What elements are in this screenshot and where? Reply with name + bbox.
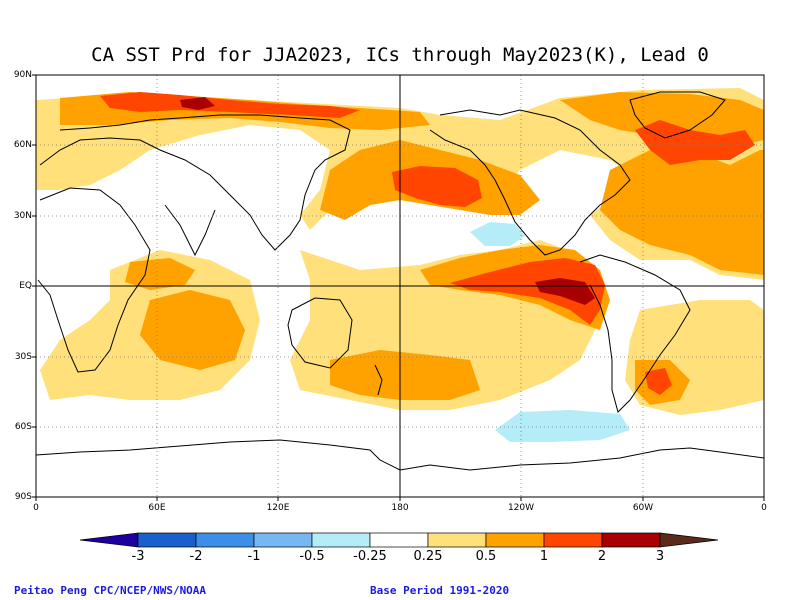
x-tick-label: 0 bbox=[33, 503, 39, 513]
colorbar-label: -0.25 bbox=[353, 549, 387, 564]
x-tick-label: 60W bbox=[632, 503, 654, 513]
credit-text: Peitao Peng CPC/NCEP/NWS/NOAA bbox=[14, 584, 207, 597]
colorbar-swatch bbox=[427, 532, 487, 548]
x-tick-label: 0 bbox=[761, 503, 767, 513]
colorbar-swatch bbox=[311, 532, 371, 548]
colorbar-label: -1 bbox=[247, 549, 261, 564]
map-title: CA SST Prd for JJA2023, ICs through May2… bbox=[91, 44, 709, 66]
colorbar-label: -3 bbox=[131, 549, 145, 564]
anomaly-red-arctic bbox=[100, 92, 360, 118]
coastline-australia bbox=[287, 297, 353, 369]
anomaly-yellow-north-atlantic-arctic bbox=[36, 88, 764, 280]
colorbar bbox=[79, 532, 719, 548]
anomaly-orange-south-pacific bbox=[330, 350, 480, 400]
colorbar-label: 3 bbox=[655, 549, 665, 564]
x-tick-label: 60E bbox=[148, 503, 166, 513]
anomaly-orange-indian-ocean bbox=[140, 290, 245, 370]
coastline-africa bbox=[37, 187, 151, 373]
anomaly-darkred-enso bbox=[535, 278, 595, 305]
anomaly-red-north-atlantic bbox=[635, 120, 755, 165]
colorbar-label: 0.5 bbox=[475, 549, 497, 564]
y-tick-label: 60N bbox=[13, 140, 32, 150]
anomaly-red-north-pacific bbox=[392, 166, 482, 207]
colorbar-swatch bbox=[601, 532, 661, 548]
colorbar-label: 2 bbox=[597, 549, 607, 564]
x-tick-label: 120E bbox=[266, 503, 290, 513]
axis-ticks bbox=[32, 74, 765, 501]
y-tick-label: 30N bbox=[13, 211, 32, 221]
colorbar-arrow-left bbox=[79, 532, 139, 548]
colorbar-label: -2 bbox=[189, 549, 203, 564]
y-tick-label: 30S bbox=[14, 352, 32, 362]
colorbar-swatch bbox=[137, 532, 197, 548]
colorbar-label: 1 bbox=[539, 549, 549, 564]
anomaly-orange-west-indian bbox=[125, 258, 195, 290]
colorbar-arrow-right bbox=[659, 532, 719, 548]
coastline-new-zealand bbox=[374, 364, 383, 396]
colorbar-swatch bbox=[195, 532, 255, 548]
y-tick-label: 60S bbox=[14, 422, 32, 432]
anomaly-orange-north-atlantic bbox=[600, 150, 764, 275]
colorbar-swatch bbox=[485, 532, 545, 548]
sst-anomaly-fields bbox=[36, 88, 764, 442]
colorbar-swatch bbox=[369, 532, 429, 548]
x-tick-label: 180 bbox=[391, 503, 409, 513]
x-tick-label: 120W bbox=[507, 503, 535, 513]
base-period-text: Base Period 1991-2020 bbox=[370, 584, 510, 597]
coastline-india bbox=[164, 204, 216, 257]
colorbar-swatch bbox=[543, 532, 603, 548]
anomaly-lightblue-north-pacific bbox=[470, 222, 525, 246]
coastline-south-america bbox=[579, 254, 691, 413]
coastline-greenland bbox=[629, 91, 726, 139]
colorbar-label: -0.5 bbox=[299, 549, 325, 564]
anomaly-red-equatorial-pacific bbox=[450, 258, 605, 325]
colorbar-label: 0.25 bbox=[413, 549, 443, 564]
anomaly-darkred-arctic bbox=[180, 97, 215, 110]
coastline-eurasia bbox=[39, 114, 351, 251]
y-tick-label: 90N bbox=[13, 70, 32, 80]
y-tick-label: EQ bbox=[19, 281, 32, 291]
coastline-north-america bbox=[429, 109, 631, 256]
y-tick-label: 90S bbox=[14, 492, 32, 502]
anomaly-red-south-atlantic bbox=[645, 368, 672, 395]
colorbar-swatch bbox=[253, 532, 313, 548]
anomaly-lightblue-southern-ocean bbox=[495, 410, 630, 442]
